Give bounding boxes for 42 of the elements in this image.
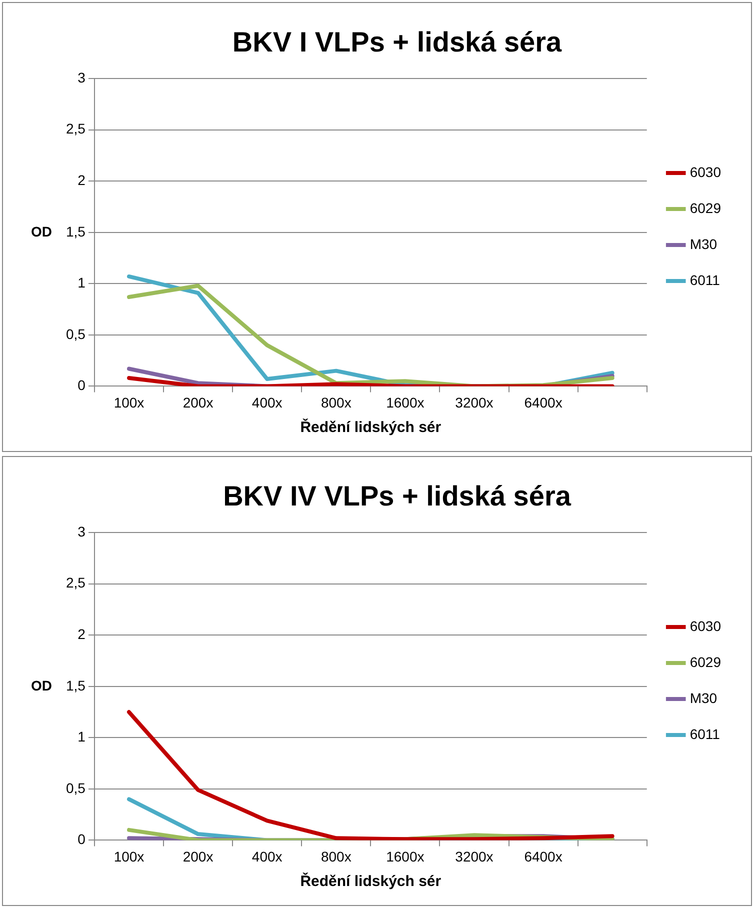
y-tick-label: 0,5 (66, 326, 86, 342)
y-tick-label: 2 (78, 172, 86, 188)
legend-label: 6011 (690, 272, 720, 288)
y-tick-label: 3 (78, 69, 86, 86)
x-axis-title: Ředění lidských sér (300, 418, 442, 436)
legend-label: 6029 (690, 654, 722, 670)
y-axis-title: OD (31, 223, 52, 240)
y-tick-label: 1 (78, 274, 86, 291)
chart-title: BKV I VLPs + lidská séra (232, 26, 562, 58)
x-tick-label: 6400x (524, 394, 562, 410)
y-tick-label: 2,5 (66, 120, 86, 137)
x-tick-label: 6400x (524, 848, 562, 864)
y-tick-label: 1 (78, 728, 86, 745)
legend-label: M30 (690, 690, 718, 706)
x-tick-label: 1600x (386, 394, 424, 410)
y-tick-label: 2 (78, 626, 86, 642)
x-tick-label: 1600x (386, 848, 424, 864)
x-tick-label: 400x (252, 394, 282, 410)
y-tick-label: 0 (78, 377, 86, 394)
y-axis-title: OD (31, 677, 52, 694)
x-tick-label: 800x (320, 848, 352, 864)
chart-title: BKV IV VLPs + lidská séra (223, 480, 572, 512)
legend-label: 6030 (690, 618, 722, 634)
y-tick-label: 0,5 (66, 780, 86, 796)
y-tick-label: 0 (78, 831, 86, 848)
legend-label: 6029 (690, 200, 722, 216)
x-tick-label: 3200x (455, 848, 494, 864)
x-tick-label: 800x (320, 394, 352, 410)
y-tick-label: 1,5 (66, 677, 86, 694)
y-tick-label: 1,5 (66, 223, 86, 240)
x-tick-label: 200x (182, 394, 214, 410)
x-tick-label: 400x (252, 848, 282, 864)
x-tick-label: 100x (114, 394, 144, 410)
x-tick-label: 100x (114, 848, 144, 864)
legend-label: 6030 (690, 164, 722, 180)
y-tick-label: 3 (78, 523, 86, 540)
y-tick-label: 2,5 (66, 574, 86, 591)
x-tick-label: 3200x (455, 394, 494, 410)
legend-label: M30 (690, 236, 718, 252)
x-axis-title: Ředění lidských sér (300, 872, 442, 890)
x-tick-label: 200x (182, 848, 214, 864)
legend-label: 6011 (690, 726, 720, 742)
